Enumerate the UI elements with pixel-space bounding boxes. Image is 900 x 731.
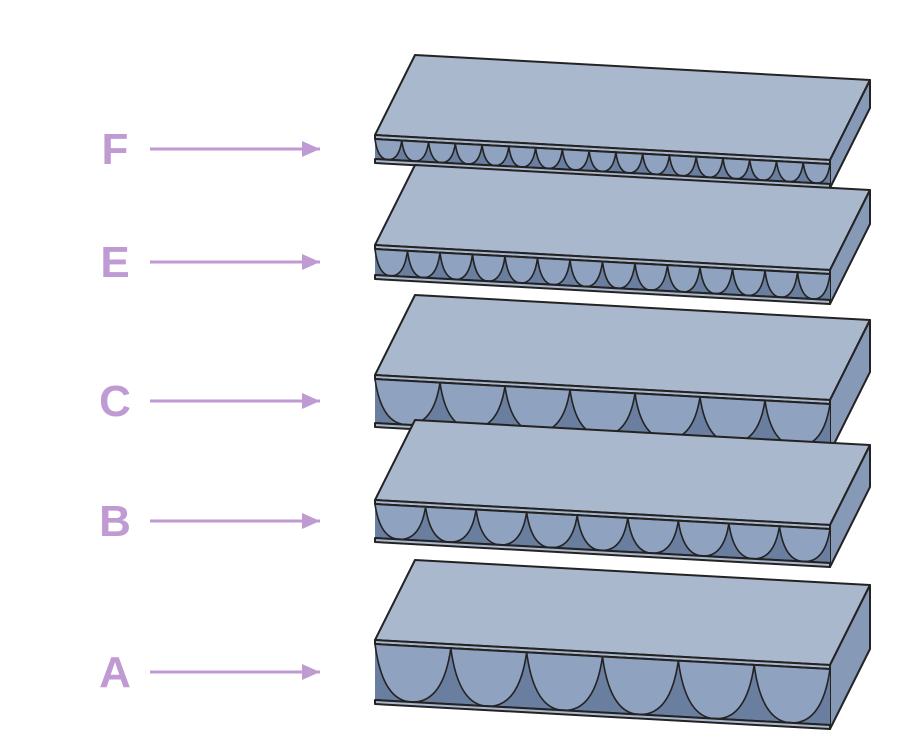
flute-label-b: B — [99, 497, 131, 546]
flute-layer-a — [375, 560, 870, 729]
flute-layer-b — [375, 420, 870, 567]
label-row-c: C — [99, 377, 320, 426]
label-row-a: A — [99, 648, 320, 697]
flute-label-e: E — [100, 238, 129, 287]
flute-label-a: A — [99, 648, 131, 697]
label-row-e: E — [100, 238, 320, 287]
flute-label-f: F — [102, 125, 129, 174]
flute-label-c: C — [99, 377, 131, 426]
label-row-b: B — [99, 497, 320, 546]
label-row-f: F — [102, 125, 320, 174]
flute-layer-e — [375, 165, 870, 304]
